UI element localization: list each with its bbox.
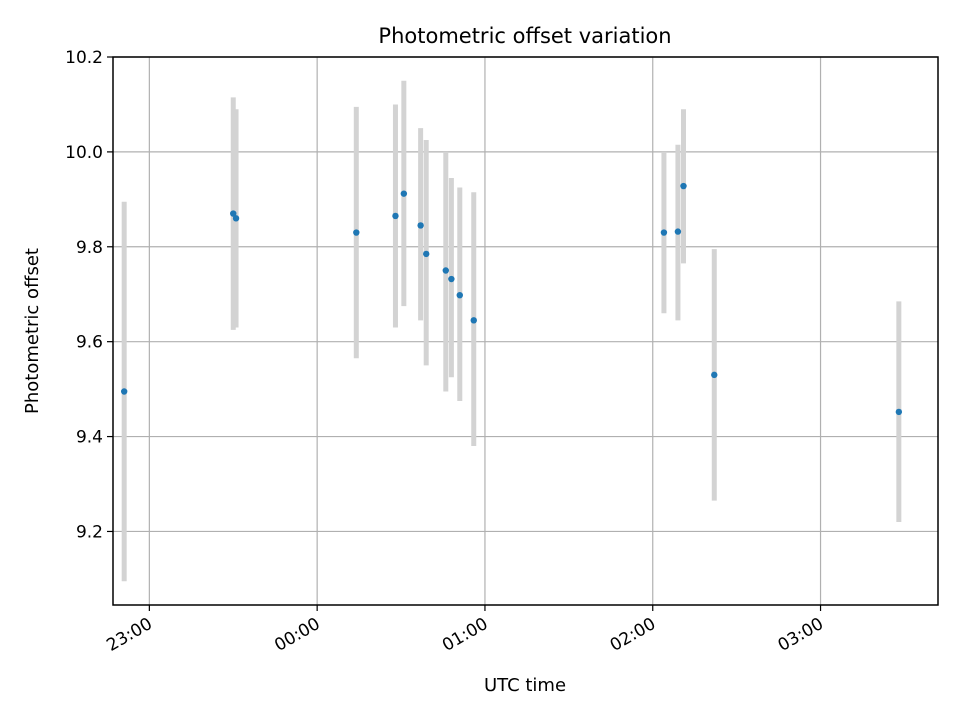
data-point xyxy=(392,212,399,220)
data-points xyxy=(120,182,903,416)
y-tick-label: 9.4 xyxy=(76,428,103,448)
y-tick-label: 9.8 xyxy=(76,238,103,258)
data-point xyxy=(232,215,240,222)
data-point xyxy=(120,388,128,395)
data-point xyxy=(423,250,430,258)
y-tick-label: 9.2 xyxy=(76,522,103,542)
data-point xyxy=(711,371,718,379)
data-point xyxy=(674,228,682,235)
data-point xyxy=(470,317,477,324)
data-point xyxy=(400,190,408,197)
data-point xyxy=(230,210,237,217)
data-point xyxy=(417,222,424,229)
data-point xyxy=(442,267,449,274)
y-tick-label: 10.0 xyxy=(65,143,103,163)
data-point xyxy=(895,408,903,416)
x-axis-label: UTC time xyxy=(484,675,566,696)
y-tick-label: 9.6 xyxy=(76,333,103,353)
data-point xyxy=(448,275,455,283)
chart-title: Photometric offset variation xyxy=(378,24,671,48)
data-point xyxy=(660,229,668,236)
y-axis-label: Photometric offset xyxy=(22,248,43,414)
plot-frame xyxy=(112,56,939,606)
y-tick-label: 10.2 xyxy=(65,48,103,68)
data-point xyxy=(456,291,463,299)
data-point xyxy=(353,229,360,236)
data-point xyxy=(680,182,687,190)
